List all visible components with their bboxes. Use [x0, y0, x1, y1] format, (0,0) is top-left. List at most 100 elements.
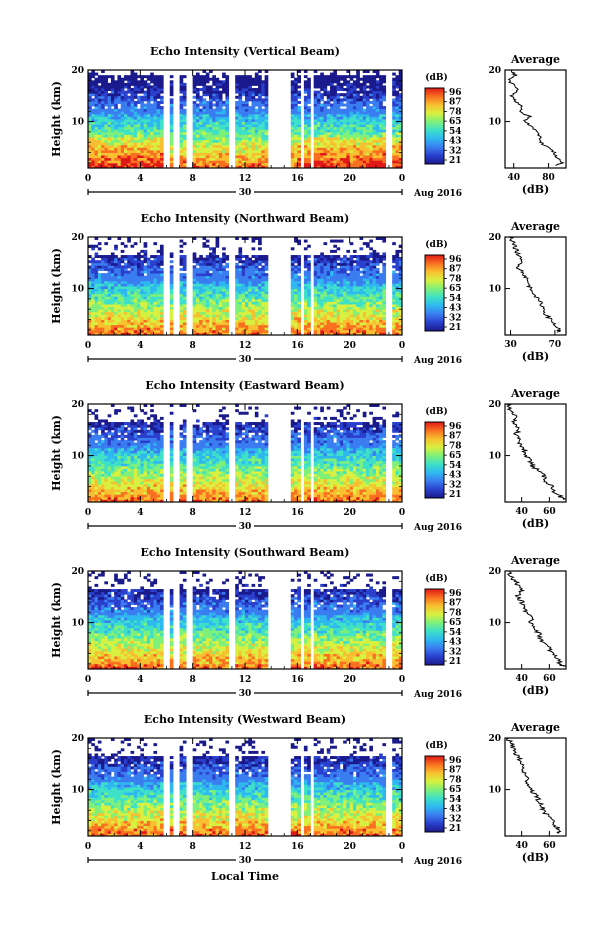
heatmap-cell: [251, 275, 256, 279]
heatmap-cell: [143, 93, 148, 97]
heatmap-cell: [130, 316, 135, 320]
heatmap-cell: [150, 298, 154, 302]
heatmap-cell: [225, 129, 230, 133]
heatmap-cell: [225, 314, 230, 318]
heatmap-cell: [258, 116, 262, 120]
heatmap-cell: [294, 157, 298, 161]
heatmap-cell: [362, 162, 367, 166]
heatmap-cell: [205, 108, 210, 112]
heatmap-cell: [330, 270, 334, 274]
heatmap-cell: [245, 131, 249, 135]
heatmap-cell: [235, 298, 239, 302]
heatmap-cell: [251, 324, 256, 328]
heatmap-cell: [205, 273, 210, 277]
heatmap-cell: [143, 260, 148, 264]
heatmap-cell: [205, 152, 210, 156]
heatmap-cell: [212, 270, 216, 274]
heatmap-cell: [303, 70, 308, 73]
heatmap-cell: [248, 119, 252, 122]
heatmap-cell: [307, 80, 311, 84]
heatmap-cell: [356, 293, 360, 297]
heatmap-cell: [307, 85, 311, 89]
heatmap-cell: [245, 162, 249, 166]
heatmap-cell: [153, 283, 158, 287]
heatmap-cell: [153, 113, 158, 117]
heatmap-cell: [107, 267, 112, 271]
heatmap-cell: [330, 319, 334, 323]
heatmap-cell: [359, 108, 364, 112]
heatmap-cell: [107, 93, 112, 97]
heatmap-cell: [209, 165, 213, 169]
heatmap-cell: [218, 82, 223, 86]
heatmap-cell: [258, 160, 262, 164]
heatmap-cell: [156, 155, 161, 159]
heatmap-cell: [140, 157, 144, 161]
heatmap-cell: [137, 98, 141, 102]
heatmap-cell: [375, 260, 380, 264]
heatmap-cell: [169, 273, 174, 277]
heatmap-cell: [254, 131, 259, 135]
heatmap-cell: [241, 142, 246, 146]
heatmap-cell: [369, 129, 373, 133]
heatmap-cell: [398, 106, 403, 110]
heatmap-cell: [209, 124, 213, 128]
heatmap-cell: [235, 275, 239, 279]
heatmap-cell: [362, 157, 367, 161]
heatmap-cell: [241, 262, 246, 266]
heatmap-cell: [235, 296, 239, 300]
heatmap-cell: [307, 322, 311, 326]
heatmap-cell: [91, 144, 95, 148]
heatmap-cell: [225, 88, 230, 92]
heatmap-cell: [235, 85, 239, 89]
heatmap-cell: [127, 152, 131, 156]
heatmap-cell: [320, 103, 324, 107]
heatmap-cell: [359, 314, 364, 318]
heatmap-cell: [215, 327, 220, 331]
heatmap-cell: [222, 119, 226, 122]
heatmap-cell: [379, 157, 383, 161]
heatmap-cell: [359, 98, 364, 102]
heatmap-cell: [120, 103, 125, 107]
heatmap-cell: [316, 332, 321, 336]
heatmap-cell: [359, 165, 364, 169]
heatmap-cell: [88, 144, 92, 148]
heatmap-cell: [372, 82, 377, 86]
heatmap-cell: [137, 137, 141, 141]
heatmap-cell: [143, 280, 148, 284]
heatmap-cell: [297, 111, 301, 115]
heatmap-cell: [356, 165, 360, 169]
heatmap-cell: [169, 293, 174, 297]
heatmap-cell: [97, 100, 102, 104]
heatmap-cell: [392, 98, 396, 102]
heatmap-cell: [320, 106, 324, 110]
heatmap-cell: [137, 262, 141, 266]
heatmap-cell: [349, 77, 354, 81]
heatmap-cell: [179, 98, 184, 102]
heatmap-cell: [369, 75, 373, 79]
heatmap-cell: [140, 301, 144, 305]
heatmap-cell: [316, 275, 321, 279]
heatmap-cell: [159, 296, 164, 300]
heatmap-cell: [130, 260, 135, 264]
heatmap-cell: [94, 152, 99, 156]
heatmap-cell: [117, 322, 122, 326]
heatmap-cell: [349, 85, 354, 89]
heatmap-cell: [123, 90, 128, 94]
heatmap-cell: [375, 286, 380, 289]
heatmap-cell: [294, 288, 298, 292]
heatmap-cell: [120, 324, 125, 328]
heatmap-cell: [205, 155, 210, 159]
heatmap-cell: [248, 267, 252, 271]
heatmap-cell: [215, 288, 220, 292]
heatmap-cell: [88, 304, 92, 308]
heatmap-cell: [359, 88, 364, 92]
heatmap-cell: [153, 144, 158, 148]
heatmap-cell: [343, 301, 347, 305]
heatmap-cell: [333, 75, 337, 79]
heatmap-cell: [326, 296, 331, 300]
heatmap-cell: [339, 322, 344, 326]
heatmap-cell: [339, 155, 344, 159]
heatmap-cell: [320, 149, 324, 153]
heatmap-cell: [182, 157, 187, 161]
heatmap-cell: [248, 291, 252, 295]
